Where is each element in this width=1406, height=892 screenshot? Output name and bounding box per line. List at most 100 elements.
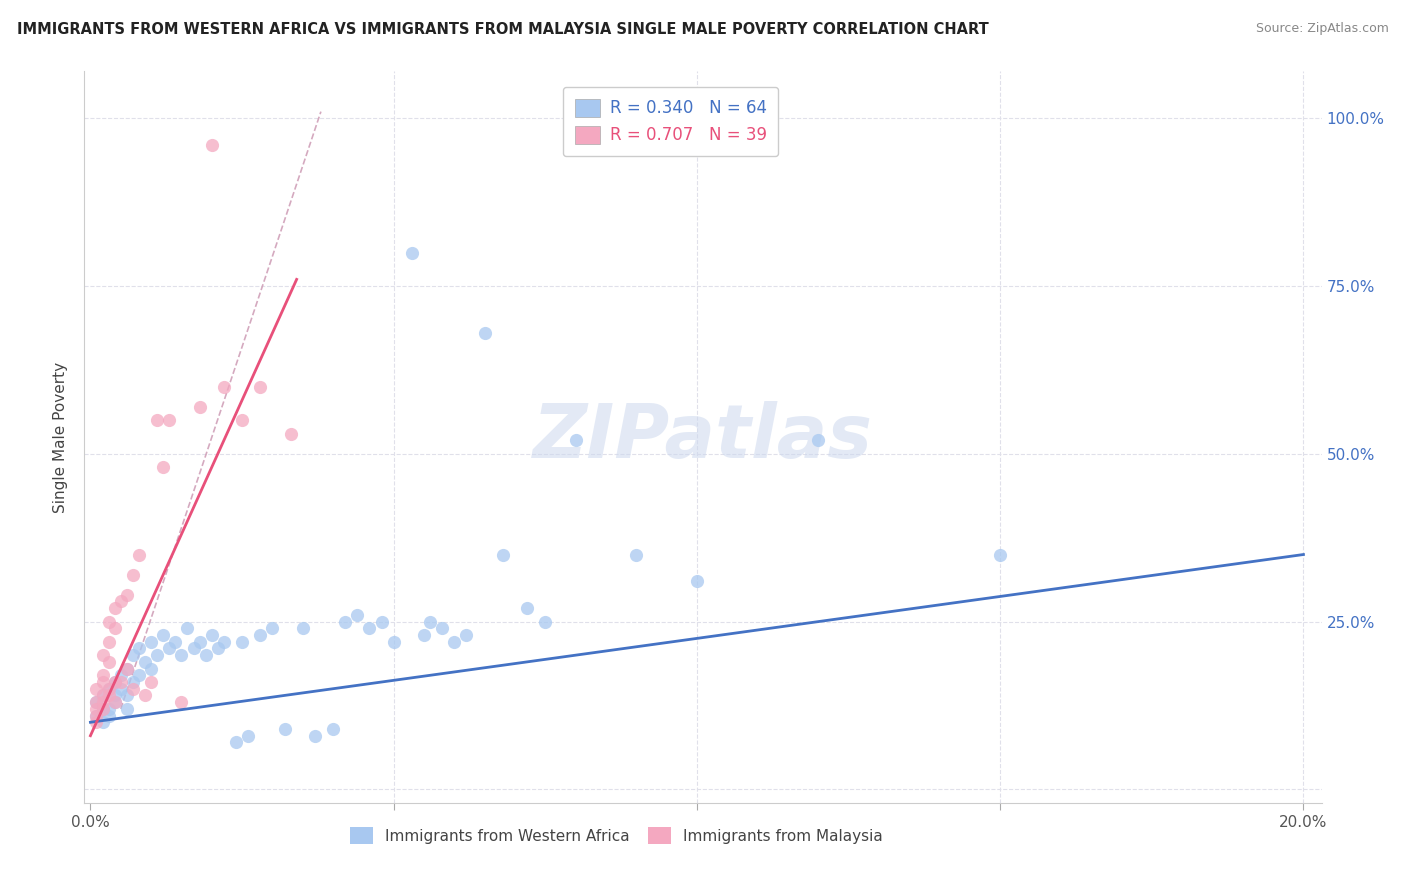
Point xyxy=(413,628,436,642)
Point xyxy=(115,662,138,676)
Point xyxy=(115,689,138,703)
Point xyxy=(988,548,1011,562)
Point xyxy=(139,662,162,676)
Point xyxy=(212,634,235,648)
Point xyxy=(333,615,356,629)
Text: ZIPatlas: ZIPatlas xyxy=(533,401,873,474)
Point xyxy=(194,648,217,662)
Point xyxy=(110,594,132,608)
Point xyxy=(626,548,648,562)
Point xyxy=(170,648,193,662)
Point xyxy=(201,628,224,642)
Point xyxy=(212,380,235,394)
Point xyxy=(97,702,120,716)
Point xyxy=(122,681,145,696)
Point xyxy=(456,628,478,642)
Point xyxy=(97,681,120,696)
Point xyxy=(115,662,138,676)
Point xyxy=(183,641,205,656)
Point xyxy=(322,722,344,736)
Point xyxy=(122,648,145,662)
Point xyxy=(188,400,211,414)
Point xyxy=(110,681,132,696)
Point xyxy=(86,708,108,723)
Point xyxy=(110,675,132,690)
Point xyxy=(104,675,127,690)
Point xyxy=(115,588,138,602)
Point xyxy=(97,634,120,648)
Point xyxy=(273,722,295,736)
Point xyxy=(128,668,150,682)
Point xyxy=(807,434,830,448)
Point xyxy=(104,695,127,709)
Point xyxy=(346,607,368,622)
Point xyxy=(474,326,496,340)
Point xyxy=(304,729,326,743)
Point xyxy=(686,574,709,589)
Point xyxy=(110,668,132,682)
Point xyxy=(91,648,114,662)
Point xyxy=(262,621,284,635)
Point xyxy=(370,615,392,629)
Y-axis label: Single Male Poverty: Single Male Poverty xyxy=(53,361,69,513)
Point xyxy=(86,695,108,709)
Point xyxy=(104,601,127,615)
Point xyxy=(86,702,108,716)
Point xyxy=(97,689,120,703)
Point xyxy=(170,695,193,709)
Point xyxy=(128,548,150,562)
Point xyxy=(134,655,156,669)
Point xyxy=(249,628,271,642)
Point xyxy=(564,434,586,448)
Point xyxy=(97,681,120,696)
Point xyxy=(128,641,150,656)
Point xyxy=(134,689,156,703)
Point xyxy=(534,615,557,629)
Point xyxy=(86,715,108,730)
Point xyxy=(516,601,538,615)
Point xyxy=(91,715,114,730)
Point xyxy=(104,689,127,703)
Point xyxy=(104,621,127,635)
Point xyxy=(97,708,120,723)
Point xyxy=(443,634,465,648)
Point xyxy=(86,695,108,709)
Point xyxy=(122,675,145,690)
Point xyxy=(432,621,454,635)
Text: Source: ZipAtlas.com: Source: ZipAtlas.com xyxy=(1256,22,1389,36)
Point xyxy=(91,695,114,709)
Point xyxy=(492,548,515,562)
Point xyxy=(231,634,253,648)
Point xyxy=(86,681,108,696)
Point xyxy=(104,675,127,690)
Point xyxy=(157,413,180,427)
Point xyxy=(139,675,162,690)
Point xyxy=(152,628,174,642)
Point xyxy=(97,655,120,669)
Point xyxy=(91,689,114,703)
Point xyxy=(91,675,114,690)
Point xyxy=(146,648,169,662)
Point xyxy=(152,460,174,475)
Point xyxy=(207,641,229,656)
Point xyxy=(91,702,114,716)
Point xyxy=(419,615,441,629)
Point xyxy=(104,695,127,709)
Point xyxy=(280,426,302,441)
Point xyxy=(225,735,247,749)
Point xyxy=(115,702,138,716)
Point xyxy=(146,413,169,427)
Point xyxy=(231,413,253,427)
Point xyxy=(91,668,114,682)
Point xyxy=(86,708,108,723)
Point xyxy=(165,634,187,648)
Point xyxy=(201,138,224,153)
Point xyxy=(382,634,405,648)
Point xyxy=(359,621,381,635)
Text: IMMIGRANTS FROM WESTERN AFRICA VS IMMIGRANTS FROM MALAYSIA SINGLE MALE POVERTY C: IMMIGRANTS FROM WESTERN AFRICA VS IMMIGR… xyxy=(17,22,988,37)
Point xyxy=(97,615,120,629)
Point xyxy=(176,621,198,635)
Point xyxy=(249,380,271,394)
Point xyxy=(122,567,145,582)
Legend: Immigrants from Western Africa, Immigrants from Malaysia: Immigrants from Western Africa, Immigran… xyxy=(344,822,889,850)
